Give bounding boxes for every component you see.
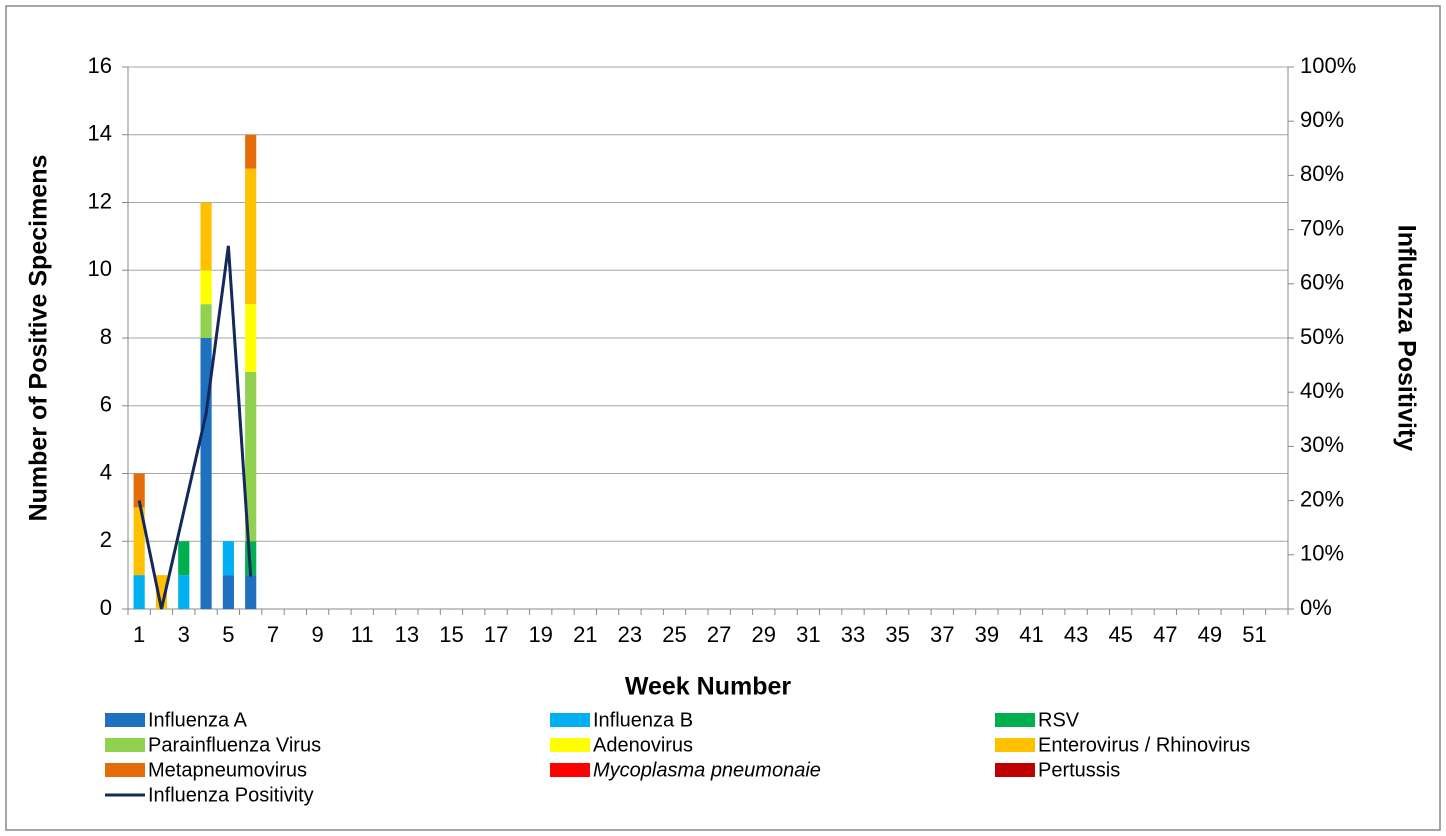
bar: [178, 575, 190, 609]
y2-tick-label: 30%: [1300, 432, 1344, 457]
bar: [245, 371, 257, 542]
x-tick-label: 29: [752, 622, 776, 647]
legend-swatch: [550, 738, 590, 752]
bar: [222, 575, 234, 609]
y2-tick-label: 0%: [1300, 595, 1332, 620]
legend-swatch: [995, 738, 1035, 752]
bar: [200, 270, 212, 305]
y-tick-label: 6: [100, 392, 112, 417]
legend-label: Influenza A: [148, 709, 248, 731]
x-tick-label: 19: [528, 622, 552, 647]
y2-tick-label: 10%: [1300, 541, 1344, 566]
bar: [200, 338, 212, 609]
legend-swatch: [550, 713, 590, 727]
x-tick-label: 27: [707, 622, 731, 647]
y2-tick-label: 70%: [1300, 215, 1344, 240]
y-tick-label: 0: [100, 595, 112, 620]
y2-tick-label: 40%: [1300, 378, 1344, 403]
bar: [133, 507, 145, 576]
bar: [245, 304, 257, 372]
y-tick-label: 10: [88, 256, 112, 281]
legend-swatch: [995, 713, 1035, 727]
bar: [133, 473, 145, 508]
x-tick-label: 21: [573, 622, 597, 647]
x-tick-label: 3: [178, 622, 190, 647]
x-tick-label: 37: [930, 622, 954, 647]
bar: [178, 541, 190, 576]
x-tick-label: 39: [975, 622, 999, 647]
x-tick-label: 25: [662, 622, 686, 647]
y2-tick-label: 20%: [1300, 486, 1344, 511]
bar: [133, 575, 145, 609]
chart-border: [5, 5, 1441, 831]
y2-tick-label: 60%: [1300, 270, 1344, 295]
legend-label: Mycoplasma pneumonaie: [593, 759, 821, 781]
x-tick-label: 5: [222, 622, 234, 647]
legend-label: Pertussis: [1038, 759, 1120, 781]
x-tick-label: 51: [1242, 622, 1266, 647]
legend-swatch: [550, 763, 590, 777]
x-axis-title: Week Number: [625, 673, 792, 701]
y2-tick-label: 90%: [1300, 107, 1344, 132]
y-tick-label: 4: [100, 459, 112, 484]
legend-label: Metapneumovirus: [148, 759, 307, 781]
legend-label: Influenza B: [593, 709, 693, 731]
x-tick-label: 47: [1153, 622, 1177, 647]
bar: [155, 575, 168, 609]
bar: [200, 304, 212, 338]
x-tick-label: 45: [1108, 622, 1132, 647]
x-tick-label: 15: [439, 622, 463, 647]
y-tick-label: 8: [100, 324, 112, 349]
legend-swatch: [105, 738, 145, 752]
bar: [245, 168, 257, 305]
y-tick-label: 12: [88, 188, 112, 213]
y2-axis-title: Influenza Positivity: [1392, 225, 1420, 452]
x-tick-label: 43: [1064, 622, 1088, 647]
legend-swatch: [105, 713, 145, 727]
x-tick-label: 35: [885, 622, 909, 647]
legend-swatch: [105, 763, 145, 777]
x-tick-label: 11: [351, 622, 374, 647]
x-tick-label: 17: [484, 622, 508, 647]
bar: [245, 134, 257, 169]
legend-label: Adenovirus: [593, 734, 693, 756]
legend-label: Influenza Positivity: [148, 784, 314, 806]
legend-label: Parainfluenza Virus: [148, 734, 321, 756]
y-tick-label: 16: [88, 53, 112, 78]
x-tick-label: 9: [311, 622, 323, 647]
x-tick-label: 49: [1198, 622, 1222, 647]
legend-swatch: [995, 763, 1035, 777]
x-tick-label: 33: [841, 622, 865, 647]
bar: [222, 541, 234, 576]
y2-tick-label: 100%: [1300, 53, 1356, 78]
y-tick-label: 2: [100, 527, 112, 552]
x-tick-label: 23: [618, 622, 642, 647]
x-tick-label: 7: [267, 622, 279, 647]
x-tick-label: 1: [133, 622, 145, 647]
bar: [245, 575, 257, 609]
y-tick-label: 14: [88, 121, 112, 146]
y2-tick-label: 50%: [1300, 324, 1344, 349]
x-tick-label: 41: [1019, 622, 1043, 647]
y2-tick-label: 80%: [1300, 161, 1344, 186]
x-tick-label: 13: [395, 622, 419, 647]
bar: [200, 202, 212, 271]
legend-label: Enterovirus / Rhinovirus: [1038, 734, 1250, 756]
y-axis-title: Number of Positive Specimens: [25, 155, 53, 522]
line-series: [137, 245, 253, 610]
x-tick-label: 31: [796, 622, 820, 647]
legend-label: RSV: [1038, 709, 1080, 731]
